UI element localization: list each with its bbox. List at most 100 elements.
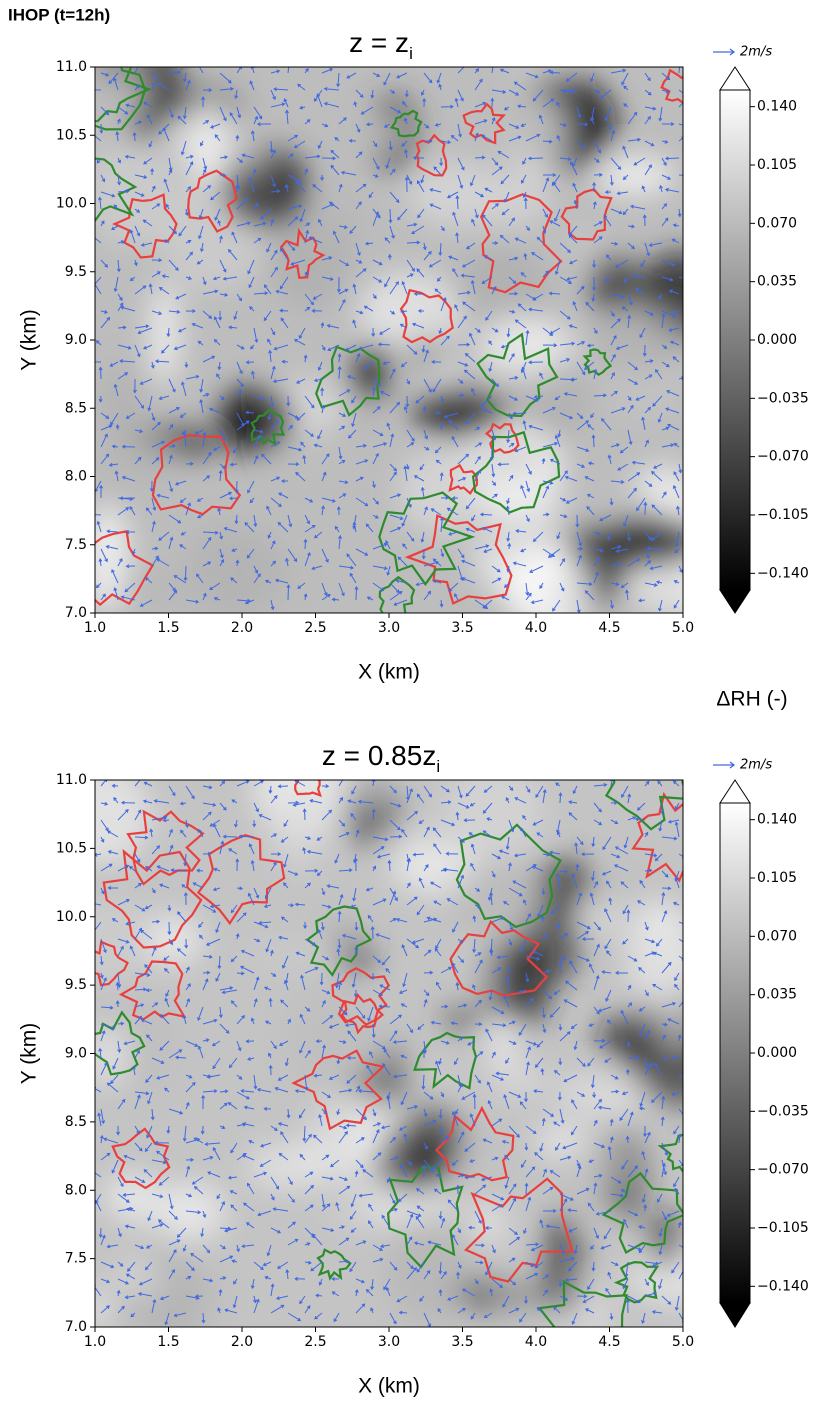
arrow [666,1210,680,1217]
arrow [211,1040,221,1047]
arrow [403,117,408,125]
arrow [182,106,187,120]
arrow [205,938,221,946]
arrow [474,191,485,198]
arrow [389,1014,403,1025]
arrow [570,377,578,382]
arrow [151,440,166,448]
arrow [423,989,430,997]
y-tick-label: 9.5 [65,264,87,280]
arrow [157,82,170,91]
arrow [185,1040,199,1047]
arrow [184,361,189,368]
arrow [265,938,272,953]
arrow [422,1164,427,1178]
arrow [134,429,144,434]
arrow [371,1023,376,1039]
arrow [304,271,309,278]
arrow [565,72,578,82]
arrow [451,1111,459,1127]
arrow [534,1057,544,1068]
arrow [614,846,629,855]
arrow [355,476,364,482]
arrow [440,1271,447,1280]
arrow [406,378,411,385]
arrow [435,1060,442,1076]
arrow [278,492,289,499]
arrow [252,168,257,176]
arrow [100,819,109,832]
arrow [198,934,204,940]
arrow [644,164,652,176]
panel-title: z = zi [349,27,413,63]
arrow [321,1091,332,1099]
arrow [517,104,527,109]
arrow [506,531,511,542]
arrow [423,998,428,1008]
arrow [576,1057,586,1067]
arrow [542,69,552,74]
arrow [313,443,323,448]
arrow [486,817,493,822]
arrow [608,123,613,131]
arrow [304,1305,311,1314]
arrow [422,406,427,414]
arrow [185,599,200,604]
arrow [576,106,582,119]
arrow [209,819,221,827]
arrow [372,898,387,906]
arrow [230,1000,238,1008]
arrow [151,845,161,855]
arrow [482,599,493,609]
arrow [336,506,341,516]
arrow [236,198,249,210]
arrow [168,589,178,601]
arrow [457,315,467,329]
arrow [417,208,425,219]
arrow [287,1018,291,1025]
arrow [539,1142,544,1152]
arrow [365,1289,374,1297]
arrow [501,1140,510,1144]
arrow [446,507,459,516]
arrow [368,191,374,199]
arrow [270,69,281,74]
arrow [525,1272,539,1280]
arrow [438,83,443,91]
arrow [652,984,663,991]
arrow [283,98,289,108]
arrow [457,342,471,347]
arrow [370,1278,375,1291]
arrow [372,1257,384,1263]
arrow [651,1310,663,1314]
arrow [389,1156,399,1161]
arrow [651,1261,663,1267]
arrow [412,322,425,329]
arrow [318,1278,323,1286]
arrow [144,577,153,584]
arrow [367,1006,374,1022]
field-blob [625,904,683,1008]
contour [386,1166,464,1269]
x-tick-label: 1.5 [157,1334,179,1350]
arrow [98,1047,103,1059]
arrow [423,863,429,872]
arrow [100,887,105,895]
arrow [98,395,103,403]
arrow [495,1071,510,1076]
arrow [321,505,325,516]
arrow [252,819,257,828]
arrow [303,354,308,363]
field-blob [322,223,354,254]
arrow [219,802,227,811]
arrow [218,1006,223,1019]
arrow [115,424,120,431]
contour [118,960,187,1021]
arrow [147,1091,153,1105]
arrow [270,218,275,227]
arrow [270,149,276,159]
arrow [117,1098,126,1110]
arrow [508,1197,517,1212]
arrow [457,874,465,889]
arrow [202,185,212,193]
